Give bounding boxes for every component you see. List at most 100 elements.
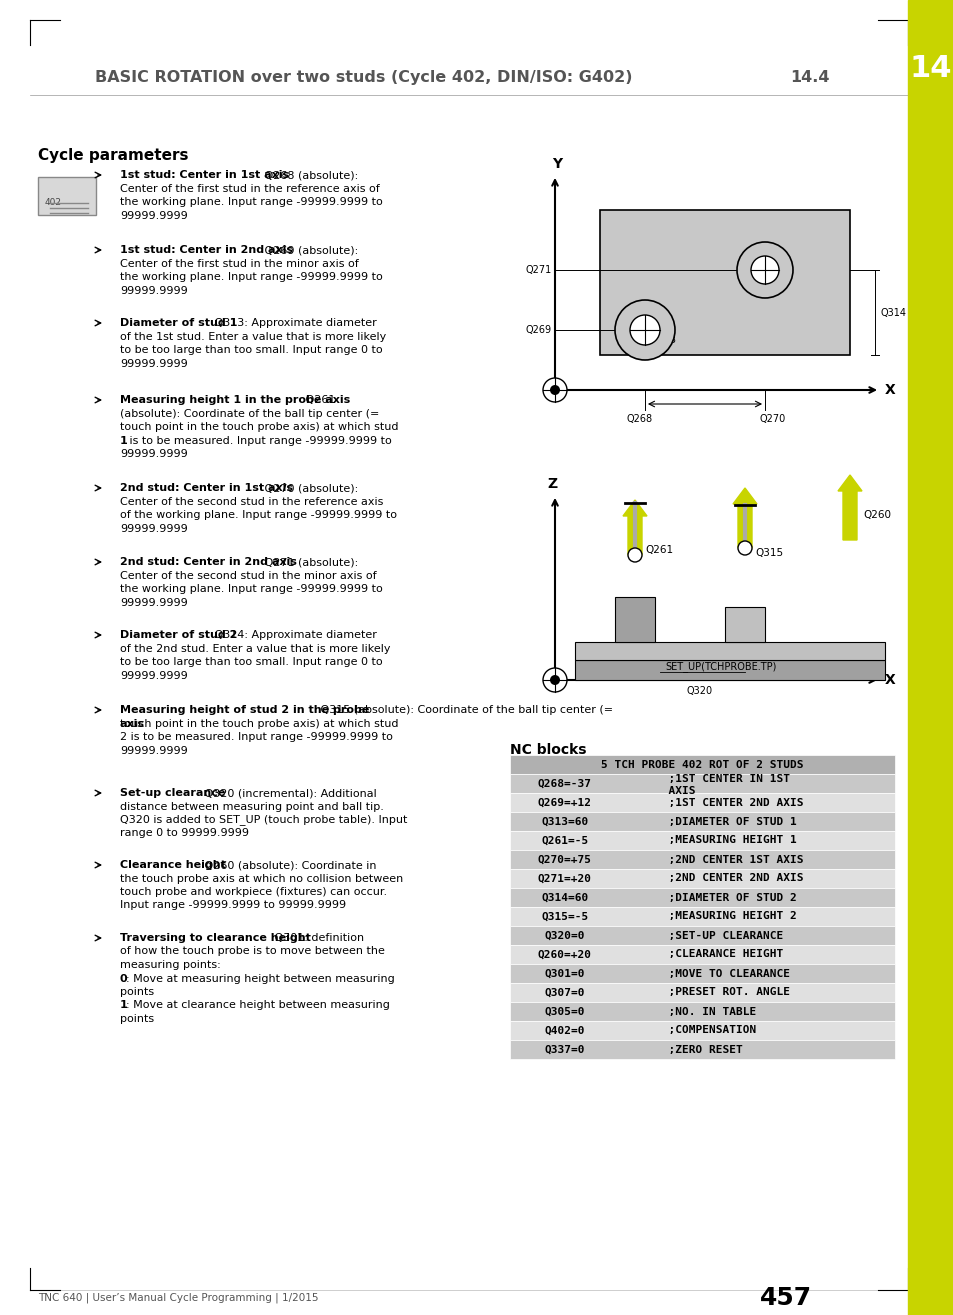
Text: 2 is to be measured. Input range -99999.9999 to: 2 is to be measured. Input range -99999.…: [120, 732, 393, 742]
Text: : Move at clearance height between measuring: : Move at clearance height between measu…: [126, 1001, 390, 1010]
Text: Q402=0: Q402=0: [544, 1026, 584, 1035]
Text: Q271: Q271: [525, 266, 552, 275]
Text: Q314: Approximate diameter: Q314: Approximate diameter: [211, 630, 376, 640]
Text: ;MEASURING HEIGHT 2: ;MEASURING HEIGHT 2: [655, 911, 796, 922]
Text: Q261: Q261: [301, 394, 335, 405]
Text: 1st stud: Center in 1st axis: 1st stud: Center in 1st axis: [120, 170, 289, 180]
Text: ;MOVE TO CLEARANCE: ;MOVE TO CLEARANCE: [655, 969, 789, 978]
Circle shape: [615, 300, 675, 360]
Text: 99999.9999: 99999.9999: [120, 285, 188, 296]
Text: X: X: [884, 383, 895, 397]
Text: Q307=0: Q307=0: [544, 988, 584, 998]
FancyArrow shape: [622, 500, 646, 555]
Text: Measuring height 1 in the probe axis: Measuring height 1 in the probe axis: [120, 394, 350, 405]
Text: Q271=+20: Q271=+20: [537, 873, 592, 884]
Bar: [510, 793, 894, 811]
FancyArrow shape: [732, 488, 757, 548]
Text: NC blocks: NC blocks: [510, 743, 586, 757]
Text: 99999.9999: 99999.9999: [120, 210, 188, 221]
Text: distance between measuring point and ball tip.: distance between measuring point and bal…: [120, 802, 383, 811]
Bar: [510, 907, 894, 926]
Circle shape: [750, 256, 779, 284]
Text: Q268: Q268: [626, 414, 653, 423]
Text: Q320 is added to SET_UP (touch probe table). Input: Q320 is added to SET_UP (touch probe tab…: [120, 814, 407, 826]
Text: Q269: Q269: [525, 325, 552, 335]
Circle shape: [550, 385, 559, 394]
Bar: [510, 888, 894, 907]
Text: 0: 0: [120, 973, 128, 984]
Text: Q320: Q320: [686, 686, 712, 696]
Text: to be too large than too small. Input range 0 to: to be too large than too small. Input ra…: [120, 345, 382, 355]
Text: the working plane. Input range -99999.9999 to: the working plane. Input range -99999.99…: [120, 197, 382, 206]
Text: Q261: Q261: [644, 544, 673, 555]
Text: Q315=-5: Q315=-5: [540, 911, 588, 922]
Text: ;PRESET ROT. ANGLE: ;PRESET ROT. ANGLE: [655, 988, 789, 998]
Text: BASIC ROTATION over two studs (Cycle 402, DIN/ISO: G402): BASIC ROTATION over two studs (Cycle 402…: [95, 70, 632, 84]
Text: Diameter of stud 2: Diameter of stud 2: [120, 630, 237, 640]
Bar: [724, 608, 764, 642]
Text: Input range -99999.9999 to 99999.9999: Input range -99999.9999 to 99999.9999: [120, 901, 346, 910]
Text: ;1ST CENTER IN 1ST: ;1ST CENTER IN 1ST: [655, 773, 789, 784]
Text: Q268 (absolute):: Q268 (absolute):: [261, 170, 358, 180]
Bar: [510, 1020, 894, 1040]
Text: ;COMPENSATION: ;COMPENSATION: [655, 1026, 756, 1035]
Text: Q260=+20: Q260=+20: [537, 949, 592, 960]
Text: ;DIAMETER OF STUD 1: ;DIAMETER OF STUD 1: [655, 817, 796, 827]
Text: SET_UP(TCHPROBE.TP): SET_UP(TCHPROBE.TP): [664, 661, 776, 672]
Text: 99999.9999: 99999.9999: [120, 746, 188, 756]
Text: measuring points:: measuring points:: [120, 960, 220, 970]
Text: Q271 (absolute):: Q271 (absolute):: [261, 558, 358, 567]
Bar: [615, 597, 655, 642]
Text: Q313: Q313: [650, 335, 677, 345]
Circle shape: [738, 540, 751, 555]
Text: X: X: [884, 673, 895, 686]
Text: TNC 640 | User’s Manual Cycle Programming | 1/2015: TNC 640 | User’s Manual Cycle Programmin…: [38, 1293, 318, 1303]
Text: 402: 402: [45, 199, 62, 206]
Bar: [510, 984, 894, 1002]
Text: Q314: Q314: [880, 308, 906, 317]
Text: Center of the second stud in the reference axis: Center of the second stud in the referen…: [120, 497, 383, 506]
Text: Traversing to clearance height: Traversing to clearance height: [120, 934, 311, 943]
Text: Cycle parameters: Cycle parameters: [38, 149, 189, 163]
Text: Q313: Approximate diameter: Q313: Approximate diameter: [211, 318, 376, 327]
Text: 2nd stud: Center in 2nd axis: 2nd stud: Center in 2nd axis: [120, 558, 296, 567]
Text: the touch probe axis at which no collision between: the touch probe axis at which no collisi…: [120, 873, 403, 884]
Text: 99999.9999: 99999.9999: [120, 448, 188, 459]
Bar: [38, 178, 96, 214]
Text: points: points: [120, 1014, 154, 1024]
Bar: [510, 964, 894, 984]
Text: Diameter of stud 1: Diameter of stud 1: [120, 318, 237, 327]
Text: 5 TCH PROBE 402 ROT OF 2 STUDS: 5 TCH PROBE 402 ROT OF 2 STUDS: [600, 760, 803, 769]
Circle shape: [737, 242, 792, 299]
Text: 1: 1: [120, 435, 128, 446]
Text: : Move at measuring height between measuring: : Move at measuring height between measu…: [126, 973, 395, 984]
Text: 14: 14: [909, 54, 951, 83]
Text: Q268=-37: Q268=-37: [537, 778, 592, 789]
FancyArrow shape: [837, 475, 862, 540]
Bar: [510, 1002, 894, 1020]
Text: Q270 (absolute):: Q270 (absolute):: [261, 483, 358, 493]
Text: Q313=60: Q313=60: [540, 817, 588, 827]
Text: Q314=60: Q314=60: [540, 893, 588, 902]
Text: Q260: Q260: [862, 510, 890, 519]
Text: Center of the first stud in the reference axis of: Center of the first stud in the referenc…: [120, 184, 379, 193]
Circle shape: [627, 548, 641, 562]
Text: 457: 457: [760, 1286, 811, 1310]
Text: the working plane. Input range -99999.9999 to: the working plane. Input range -99999.99…: [120, 584, 382, 594]
Circle shape: [542, 377, 566, 402]
Text: AXIS: AXIS: [655, 785, 695, 796]
Text: of the working plane. Input range -99999.9999 to: of the working plane. Input range -99999…: [120, 510, 396, 519]
Text: to be too large than too small. Input range 0 to: to be too large than too small. Input ra…: [120, 658, 382, 667]
Text: 1st stud: Center in 2nd axis: 1st stud: Center in 2nd axis: [120, 245, 293, 255]
Text: Q301: definition: Q301: definition: [272, 934, 364, 943]
Text: 99999.9999: 99999.9999: [120, 359, 188, 368]
Text: Q269=+12: Q269=+12: [537, 797, 592, 807]
Text: ;ZERO RESET: ;ZERO RESET: [655, 1044, 742, 1055]
Text: ;CLEARANCE HEIGHT: ;CLEARANCE HEIGHT: [655, 949, 782, 960]
Circle shape: [550, 675, 559, 685]
Text: Clearance height: Clearance height: [120, 860, 226, 871]
Text: 2nd stud: Center in 1st axis: 2nd stud: Center in 1st axis: [120, 483, 293, 493]
Bar: [510, 755, 894, 775]
Text: 99999.9999: 99999.9999: [120, 597, 188, 608]
Text: Q315: Q315: [754, 548, 782, 558]
